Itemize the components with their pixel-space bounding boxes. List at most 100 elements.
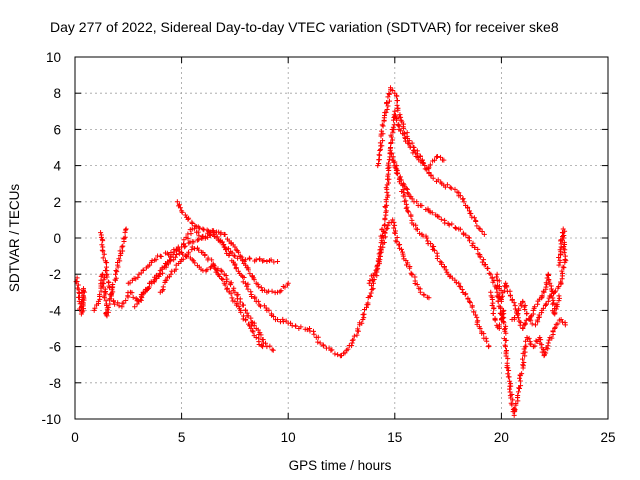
data-point (479, 229, 485, 235)
data-point (130, 294, 136, 300)
data-point (524, 311, 530, 317)
data-point (477, 254, 483, 260)
data-point (432, 157, 438, 163)
data-point (434, 154, 440, 160)
data-point (505, 371, 511, 377)
data-point (419, 203, 425, 209)
data-point (256, 341, 262, 347)
data-point (196, 237, 202, 243)
data-point (171, 257, 177, 263)
data-point (104, 274, 110, 280)
data-point (390, 129, 396, 135)
data-point (233, 247, 239, 253)
data-point (224, 285, 230, 291)
data-point (503, 344, 509, 350)
data-point (449, 221, 455, 227)
data-point (394, 102, 400, 108)
data-point (426, 295, 432, 301)
data-point (101, 295, 107, 301)
data-point (182, 243, 188, 249)
data-point (547, 280, 553, 286)
data-point (409, 272, 415, 278)
data-point (508, 383, 514, 389)
data-point (481, 257, 487, 263)
data-point (483, 335, 489, 341)
y-tick-label: -6 (49, 340, 61, 355)
data-point (477, 326, 483, 331)
data-point (414, 199, 420, 205)
data-point (543, 350, 549, 356)
data-point (181, 237, 187, 243)
data-point (123, 227, 129, 233)
data-point (539, 293, 545, 299)
data-point (100, 248, 106, 254)
data-point (507, 378, 513, 384)
data-point (247, 271, 253, 277)
data-point (369, 277, 375, 283)
data-point (466, 298, 472, 304)
data-point (268, 257, 274, 263)
data-point (505, 356, 511, 362)
data-point (165, 261, 171, 267)
data-point (122, 234, 128, 240)
data-point (490, 279, 496, 285)
data-point (391, 219, 397, 225)
data-point (382, 222, 388, 228)
data-point (471, 215, 477, 221)
y-tick-label: 0 (53, 231, 61, 246)
data-point (377, 140, 383, 146)
data-point (100, 255, 106, 261)
data-point (420, 160, 426, 166)
data-point (188, 231, 194, 237)
data-point (431, 244, 437, 250)
data-point (383, 185, 389, 191)
data-point (390, 137, 396, 143)
data-point (467, 299, 473, 305)
data-point (114, 269, 120, 275)
data-point (430, 175, 436, 181)
data-point (245, 286, 251, 292)
data-point (186, 249, 192, 255)
data-point (397, 112, 403, 118)
data-point (470, 240, 476, 246)
data-point (167, 258, 173, 264)
data-point (211, 230, 217, 236)
data-point (384, 100, 390, 106)
data-point (529, 321, 535, 327)
data-point (457, 193, 463, 199)
data-point (493, 274, 499, 280)
data-point (315, 334, 321, 340)
data-point (458, 284, 464, 290)
data-point (482, 262, 488, 268)
data-point (447, 184, 453, 190)
data-point (465, 205, 471, 211)
x-tick-labels: 0 5 10 15 20 25 (71, 430, 615, 445)
data-point (180, 251, 186, 257)
data-point (507, 386, 513, 392)
data-point (388, 132, 394, 138)
data-point (421, 292, 427, 298)
data-point (517, 386, 523, 392)
data-point (232, 244, 238, 250)
x-tick-label: 20 (494, 430, 509, 445)
data-point (556, 262, 562, 268)
data-point (434, 255, 440, 261)
data-point (329, 347, 335, 353)
data-point (365, 300, 371, 306)
data-point (507, 293, 513, 299)
data-point (438, 261, 444, 267)
data-point (248, 289, 254, 295)
data-point (367, 293, 373, 299)
data-point (467, 238, 473, 244)
x-axis-label: GPS time / hours (289, 458, 392, 473)
data-point (158, 254, 164, 260)
data-point (249, 328, 255, 334)
data-point (101, 281, 107, 287)
x-tick-label: 15 (387, 430, 402, 445)
data-point (394, 98, 400, 104)
data-point (424, 166, 430, 172)
data-point (104, 307, 110, 313)
data-point (386, 160, 392, 166)
data-point (428, 172, 434, 178)
data-point (488, 271, 494, 277)
